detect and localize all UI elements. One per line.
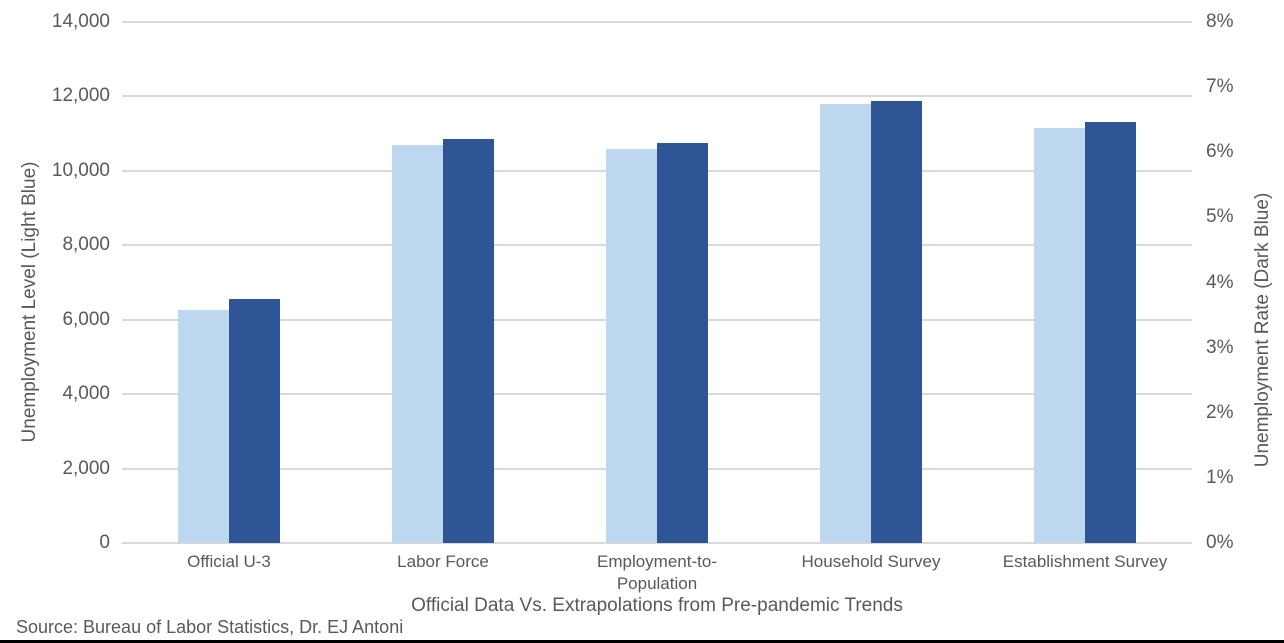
left-axis-tick: 12,000: [51, 85, 110, 107]
right-axis-tick: 1%: [1206, 466, 1234, 488]
right-axis-tick: 7%: [1206, 76, 1234, 98]
category-label: Establishment Survey: [1002, 552, 1168, 571]
left-axis-tick: 0: [99, 532, 110, 553]
right-axis-tick: 5%: [1206, 206, 1234, 228]
x-axis-line: [122, 542, 1192, 544]
left-axis-tick: 6,000: [62, 308, 110, 330]
category-label: Employment-to-Population: [597, 552, 717, 593]
left-axis-tick: 14,000: [51, 11, 110, 32]
level-bar: [392, 145, 443, 543]
source-note: Source: Bureau of Labor Statistics, Dr. …: [16, 617, 404, 637]
left-axis-tick: 10,000: [51, 159, 110, 181]
left-axis-tick: 4,000: [62, 383, 110, 405]
left-axis-tick: 2,000: [62, 457, 110, 479]
right-axis-tick: 4%: [1206, 271, 1234, 293]
rate-bar: [657, 143, 708, 543]
right-axis-tick: 0%: [1206, 532, 1234, 553]
x-axis-title: Official Data Vs. Extrapolations from Pr…: [411, 595, 903, 616]
right-axis-tick: 6%: [1206, 141, 1234, 163]
level-bar: [820, 104, 871, 543]
rate-bar: [871, 100, 922, 543]
right-axis-tick: 8%: [1206, 11, 1234, 32]
right-axis-title: Unemployment Rate (Dark Blue): [1252, 192, 1273, 468]
rate-bar: [229, 298, 280, 543]
left-axis-tick: 8,000: [62, 234, 110, 256]
right-axis-tick: 2%: [1206, 401, 1234, 423]
level-bar: [606, 148, 657, 543]
level-bar: [1034, 128, 1085, 543]
image-bottom-border: [0, 640, 1284, 643]
right-axis-tick: 3%: [1206, 336, 1234, 358]
category-label: Official U-3: [187, 552, 271, 571]
gridline: [122, 21, 1192, 23]
category-label: Household Survey: [801, 552, 941, 571]
rate-bar: [1085, 121, 1136, 543]
category-label: Labor Force: [397, 552, 489, 571]
gridline: [122, 95, 1192, 98]
level-bar: [178, 310, 229, 543]
rate-bar: [443, 139, 494, 543]
